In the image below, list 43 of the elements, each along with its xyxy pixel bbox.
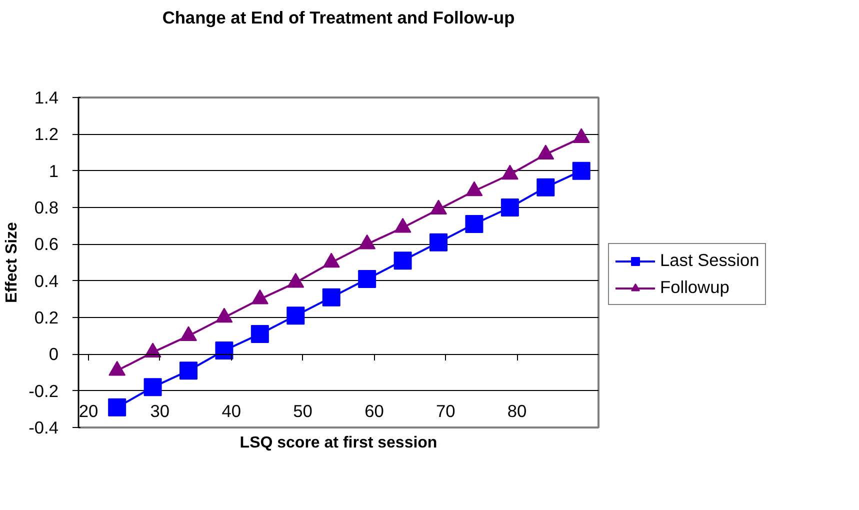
y-tick-label: -0.2 (28, 380, 58, 401)
point (394, 218, 412, 233)
point (466, 181, 483, 196)
point (144, 378, 162, 396)
point (251, 289, 268, 304)
point (394, 252, 412, 270)
point (430, 233, 448, 252)
x-tick-label: 40 (222, 401, 241, 422)
point (180, 362, 198, 380)
point (287, 272, 304, 288)
point (286, 306, 305, 325)
point (501, 164, 518, 180)
y-tick-label: 0.4 (34, 270, 59, 291)
chart-title: Change at End of Treatment and Follow-up (162, 8, 515, 28)
point (430, 200, 447, 214)
point (322, 288, 340, 306)
y-tick-label: 0 (48, 344, 59, 364)
y-tick-label: -0.4 (28, 418, 59, 438)
legend-label: Followup (660, 277, 730, 298)
legend-label: Last Session (660, 250, 760, 271)
y-tick-label: 1.4 (34, 88, 59, 108)
point (358, 234, 376, 250)
y-tick-label: 0.6 (34, 234, 59, 254)
point (537, 144, 554, 160)
point (215, 342, 234, 360)
point (108, 398, 126, 416)
y-tick-label: 1.2 (34, 124, 59, 144)
point (216, 308, 233, 323)
y-tick-label: 0.2 (34, 308, 59, 328)
y-axis-title: Effect Size (4, 222, 21, 303)
x-axis-title: LSQ score at first session (240, 434, 438, 452)
point (250, 325, 269, 343)
y-tick-label: 0.8 (34, 198, 59, 218)
point (322, 252, 340, 268)
x-tick-label: 70 (436, 401, 456, 422)
y-tick-label: 1 (48, 160, 59, 181)
x-tick-label: 20 (78, 401, 98, 422)
x-tick-label: 50 (293, 401, 312, 422)
x-tick-label: 30 (150, 401, 170, 422)
x-tick-label: 60 (364, 401, 384, 422)
x-tick-label: 80 (507, 401, 527, 422)
point (572, 128, 590, 143)
point (358, 270, 376, 288)
